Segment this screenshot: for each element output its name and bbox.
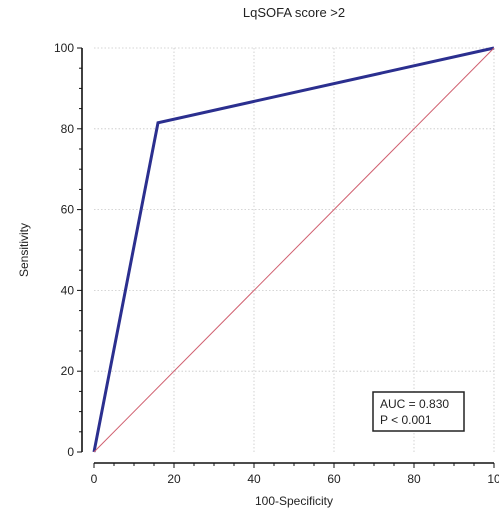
axes-layer: 0 20 40 60 80 100 0 20 40 60 80 10 (54, 41, 499, 486)
x-tick-label: 60 (327, 472, 341, 486)
y-tick-label: 0 (67, 445, 74, 459)
auc-value-text: AUC = 0.830 (380, 397, 449, 411)
reference-diagonal-line (93, 47, 495, 453)
y-tick-label: 40 (61, 283, 75, 297)
x-tick-label: 0 (91, 472, 98, 486)
grid-layer (94, 47, 495, 452)
y-tick-label: 80 (61, 122, 75, 136)
y-tick-label: 100 (54, 41, 74, 55)
x-tick-label: 20 (167, 472, 181, 486)
auc-stats-box-border (372, 391, 465, 432)
x-axis-title: 100-Specificity (255, 494, 333, 508)
y-tick-label: 60 (61, 203, 75, 217)
x-tick-label: 80 (407, 472, 421, 486)
y-axis-title: Sensitivity (17, 223, 31, 277)
chart-title: LqSOFA score >2 (243, 5, 345, 20)
roc-curve-line (92, 46, 495, 453)
series-layer (92, 46, 495, 453)
p-value-text: P < 0.001 (380, 413, 432, 427)
x-tick-label: 40 (247, 472, 261, 486)
y-tick-label: 20 (61, 364, 75, 378)
auc-stats-box: AUC = 0.830 P < 0.001 (372, 391, 465, 432)
x-tick-label: 10 (487, 472, 499, 486)
